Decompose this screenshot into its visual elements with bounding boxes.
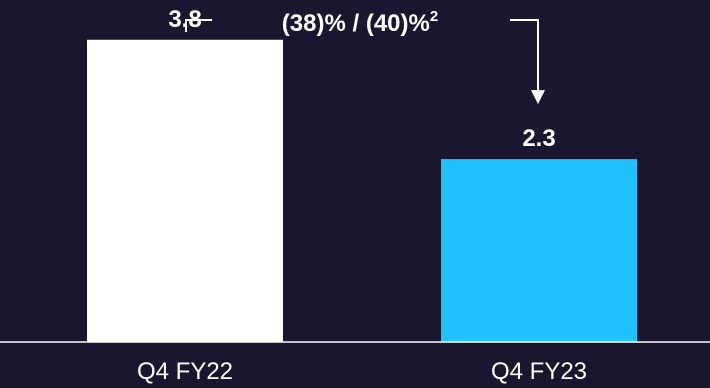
bracket-left-line bbox=[185, 19, 212, 32]
bracket-right-arrow-line bbox=[510, 19, 539, 91]
value-label-q4-fy23: 2.3 bbox=[522, 125, 555, 152]
bars-group bbox=[87, 39, 637, 342]
change-annotation: (38)% / (40)%2 bbox=[185, 8, 545, 105]
category-label-q4-fy23: Q4 FY23 bbox=[491, 358, 587, 385]
category-label-q4-fy22: Q4 FY22 bbox=[137, 358, 233, 385]
bar-q4-fy22 bbox=[87, 39, 283, 342]
arrow-head bbox=[531, 90, 545, 105]
bar-q4-fy23 bbox=[441, 159, 637, 342]
footnote-superscript: 2 bbox=[430, 8, 438, 25]
change-percentage-label: (38)% / (40)%2 bbox=[282, 8, 438, 37]
change-percentage-text: (38)% / (40)% bbox=[282, 10, 430, 37]
category-labels-group: Q4 FY22 Q4 FY23 bbox=[137, 358, 587, 385]
